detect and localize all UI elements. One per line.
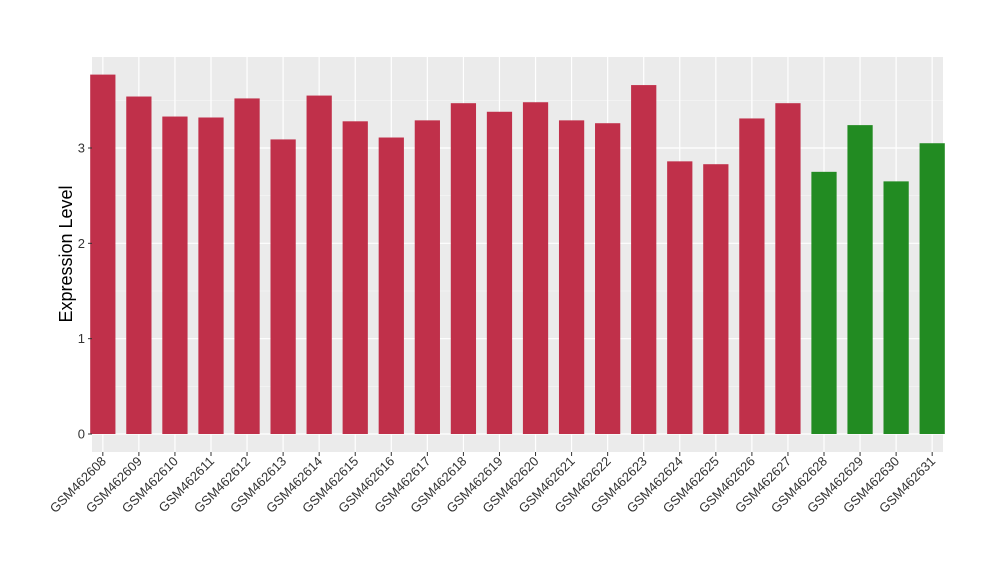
bar-GSM462618 [450,103,477,435]
bar-GSM462630 [883,181,909,434]
bar-GSM462611 [198,117,224,434]
bar-GSM462621 [558,120,585,434]
y-tick-label: 1 [78,331,85,346]
bar-GSM462626 [739,118,765,435]
y-axis-title: Expression Level [56,185,76,322]
bar-GSM462620 [522,102,549,435]
bar-GSM462614 [306,95,332,435]
y-tick-label: 0 [78,427,85,442]
bar-GSM462615 [342,121,368,434]
y-axis: 0 1 2 3 [78,141,92,442]
bar-GSM462628 [811,171,837,435]
x-axis: GSM462608GSM462609GSM462610GSM462611GSM4… [47,452,938,516]
minor-gridlines [92,99,943,387]
bar-GSM462622 [595,123,621,435]
bar-GSM462613 [270,139,296,435]
bar-GSM462610 [162,116,188,434]
bar-GSM462627 [775,103,801,435]
bar-GSM462616 [378,137,404,434]
bar-GSM462631 [919,143,945,434]
bar-GSM462625 [703,164,729,434]
bar-GSM462619 [486,111,513,435]
bars [90,74,945,435]
bar-GSM462609 [126,96,152,435]
y-tick-label: 3 [78,141,85,156]
y-tick-label: 2 [78,236,85,251]
bar-GSM462608 [90,74,116,435]
bar-GSM462624 [667,161,693,434]
bar-GSM462612 [234,98,260,434]
bar-GSM462617 [414,120,440,434]
bar-GSM462629 [847,125,873,435]
bar-GSM462623 [631,85,657,434]
